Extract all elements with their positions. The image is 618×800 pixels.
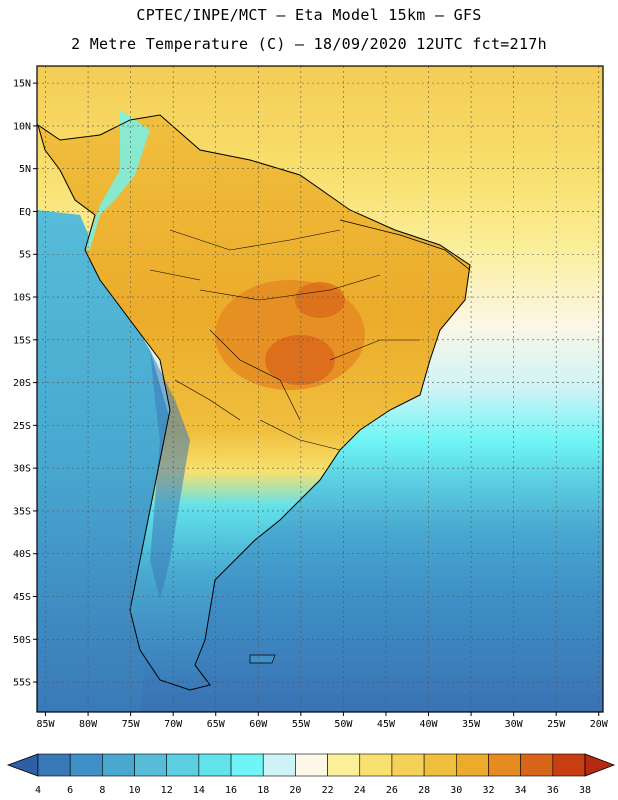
lon-label: 80W xyxy=(79,719,98,730)
colorbar-swatch xyxy=(295,753,328,777)
colorbar-tick-label: 22 xyxy=(322,785,334,796)
colorbar-tick-label: 24 xyxy=(354,785,366,796)
lon-label: 30W xyxy=(505,719,524,730)
colorbar-tick-label: 18 xyxy=(257,785,269,796)
lat-label: 35S xyxy=(13,506,31,517)
colorbar-tick-label: 28 xyxy=(418,785,430,796)
colorbar-tick-label: 8 xyxy=(99,785,105,796)
lat-label: 40S xyxy=(13,549,31,560)
colorbar-tick-label: 32 xyxy=(482,785,494,796)
south-america-land xyxy=(38,115,470,690)
lon-label: 20W xyxy=(590,719,609,730)
lat-label: 20S xyxy=(13,378,31,389)
colorbar-swatch xyxy=(230,753,264,777)
lon-label: 55W xyxy=(292,719,311,730)
colorbar-tick-label: 34 xyxy=(515,785,527,796)
lon-label: 75W xyxy=(122,719,141,730)
colorbar-swatch xyxy=(262,753,296,777)
lat-label: 15S xyxy=(13,335,31,346)
map-field xyxy=(37,66,603,712)
colorbar-tick-label: 10 xyxy=(129,785,141,796)
lat-label: 15N xyxy=(13,79,31,90)
colorbar-swatch xyxy=(359,753,393,777)
colorbar-swatch xyxy=(198,753,232,777)
colorbar-swatch xyxy=(37,753,71,777)
country-borders xyxy=(149,229,420,451)
colorbar-arrow-high xyxy=(584,753,616,777)
colorbar-swatch xyxy=(520,753,554,777)
lat-label: 10N xyxy=(13,121,31,132)
coastline-north-brazil xyxy=(339,219,471,271)
colorbar-swatch xyxy=(391,753,425,777)
lon-label: 35W xyxy=(462,719,481,730)
lat-label: 25S xyxy=(13,421,31,432)
graticule xyxy=(37,66,603,712)
map-frame xyxy=(36,65,604,713)
lon-label: 85W xyxy=(36,719,55,730)
colorbar-tick-label: 12 xyxy=(161,785,173,796)
colorbar-tick-label: 6 xyxy=(67,785,73,796)
colorbar-tick-label: 14 xyxy=(193,785,205,796)
colorbar-swatch xyxy=(423,753,457,777)
lon-label: 60W xyxy=(249,719,268,730)
colorbar-swatch xyxy=(327,753,361,777)
latitude-labels: 15N 10N 5N EQ 5S 10S 15S 20S 25S 30S 35S 40S 45S 50S 5… xyxy=(13,79,37,689)
colorbar-tick-label: 30 xyxy=(450,785,462,796)
andes-south-cold xyxy=(150,350,190,600)
colorbar-swatch xyxy=(552,753,586,777)
colorbar-tick-label: 20 xyxy=(289,785,301,796)
longitude-labels: 85W 80W 75W 70W 65W 60W 55W 50W 45W 40W 35W 30W 25W 2… xyxy=(36,712,609,730)
colorbar-swatch xyxy=(488,753,521,777)
colorbar-swatch xyxy=(69,753,103,777)
lat-label: 55S xyxy=(13,678,31,689)
lon-label: 70W xyxy=(164,719,183,730)
colorbar-swatch xyxy=(455,753,489,777)
lat-label: 45S xyxy=(13,592,31,603)
lat-label: 50S xyxy=(13,635,31,646)
colorbar-swatch xyxy=(102,753,135,777)
coastline xyxy=(37,114,471,691)
lat-label: 5N xyxy=(19,164,31,175)
lat-label: 5S xyxy=(19,250,31,261)
colorbar-tick-label: 16 xyxy=(225,785,237,796)
colorbar-tick-label: 36 xyxy=(547,785,559,796)
lat-label: EQ xyxy=(19,207,31,218)
lon-label: 65W xyxy=(207,719,226,730)
andes-north-cool xyxy=(85,110,150,250)
hot-core-pantanal xyxy=(265,335,335,385)
colorbar-swatch xyxy=(134,753,168,777)
lat-label: 10S xyxy=(13,293,31,304)
colorbar-arrow-low xyxy=(6,753,39,777)
hot-core-north xyxy=(295,282,345,318)
lon-label: 40W xyxy=(419,719,438,730)
colorbar-tick-label: 38 xyxy=(579,785,591,796)
colorbar-tick-label: 26 xyxy=(386,785,398,796)
lon-label: 25W xyxy=(547,719,566,730)
lon-label: 45W xyxy=(377,719,396,730)
chart-title-line2: 2 Metre Temperature (C) – 18/09/2020 12U… xyxy=(71,35,547,53)
colorbar-tick-label: 4 xyxy=(35,785,41,796)
falkland-islands xyxy=(249,654,276,664)
lon-label: 50W xyxy=(334,719,353,730)
lat-label: 30S xyxy=(13,464,31,475)
chart-title-line1: CPTEC/INPE/MCT – Eta Model 15km – GFS xyxy=(136,6,482,24)
colorbar: 4 6 8 10 12 14 16 18 20 22 24 26 28 30 32 34 36 38 xyxy=(6,753,616,796)
colorbar-swatch xyxy=(166,753,200,777)
